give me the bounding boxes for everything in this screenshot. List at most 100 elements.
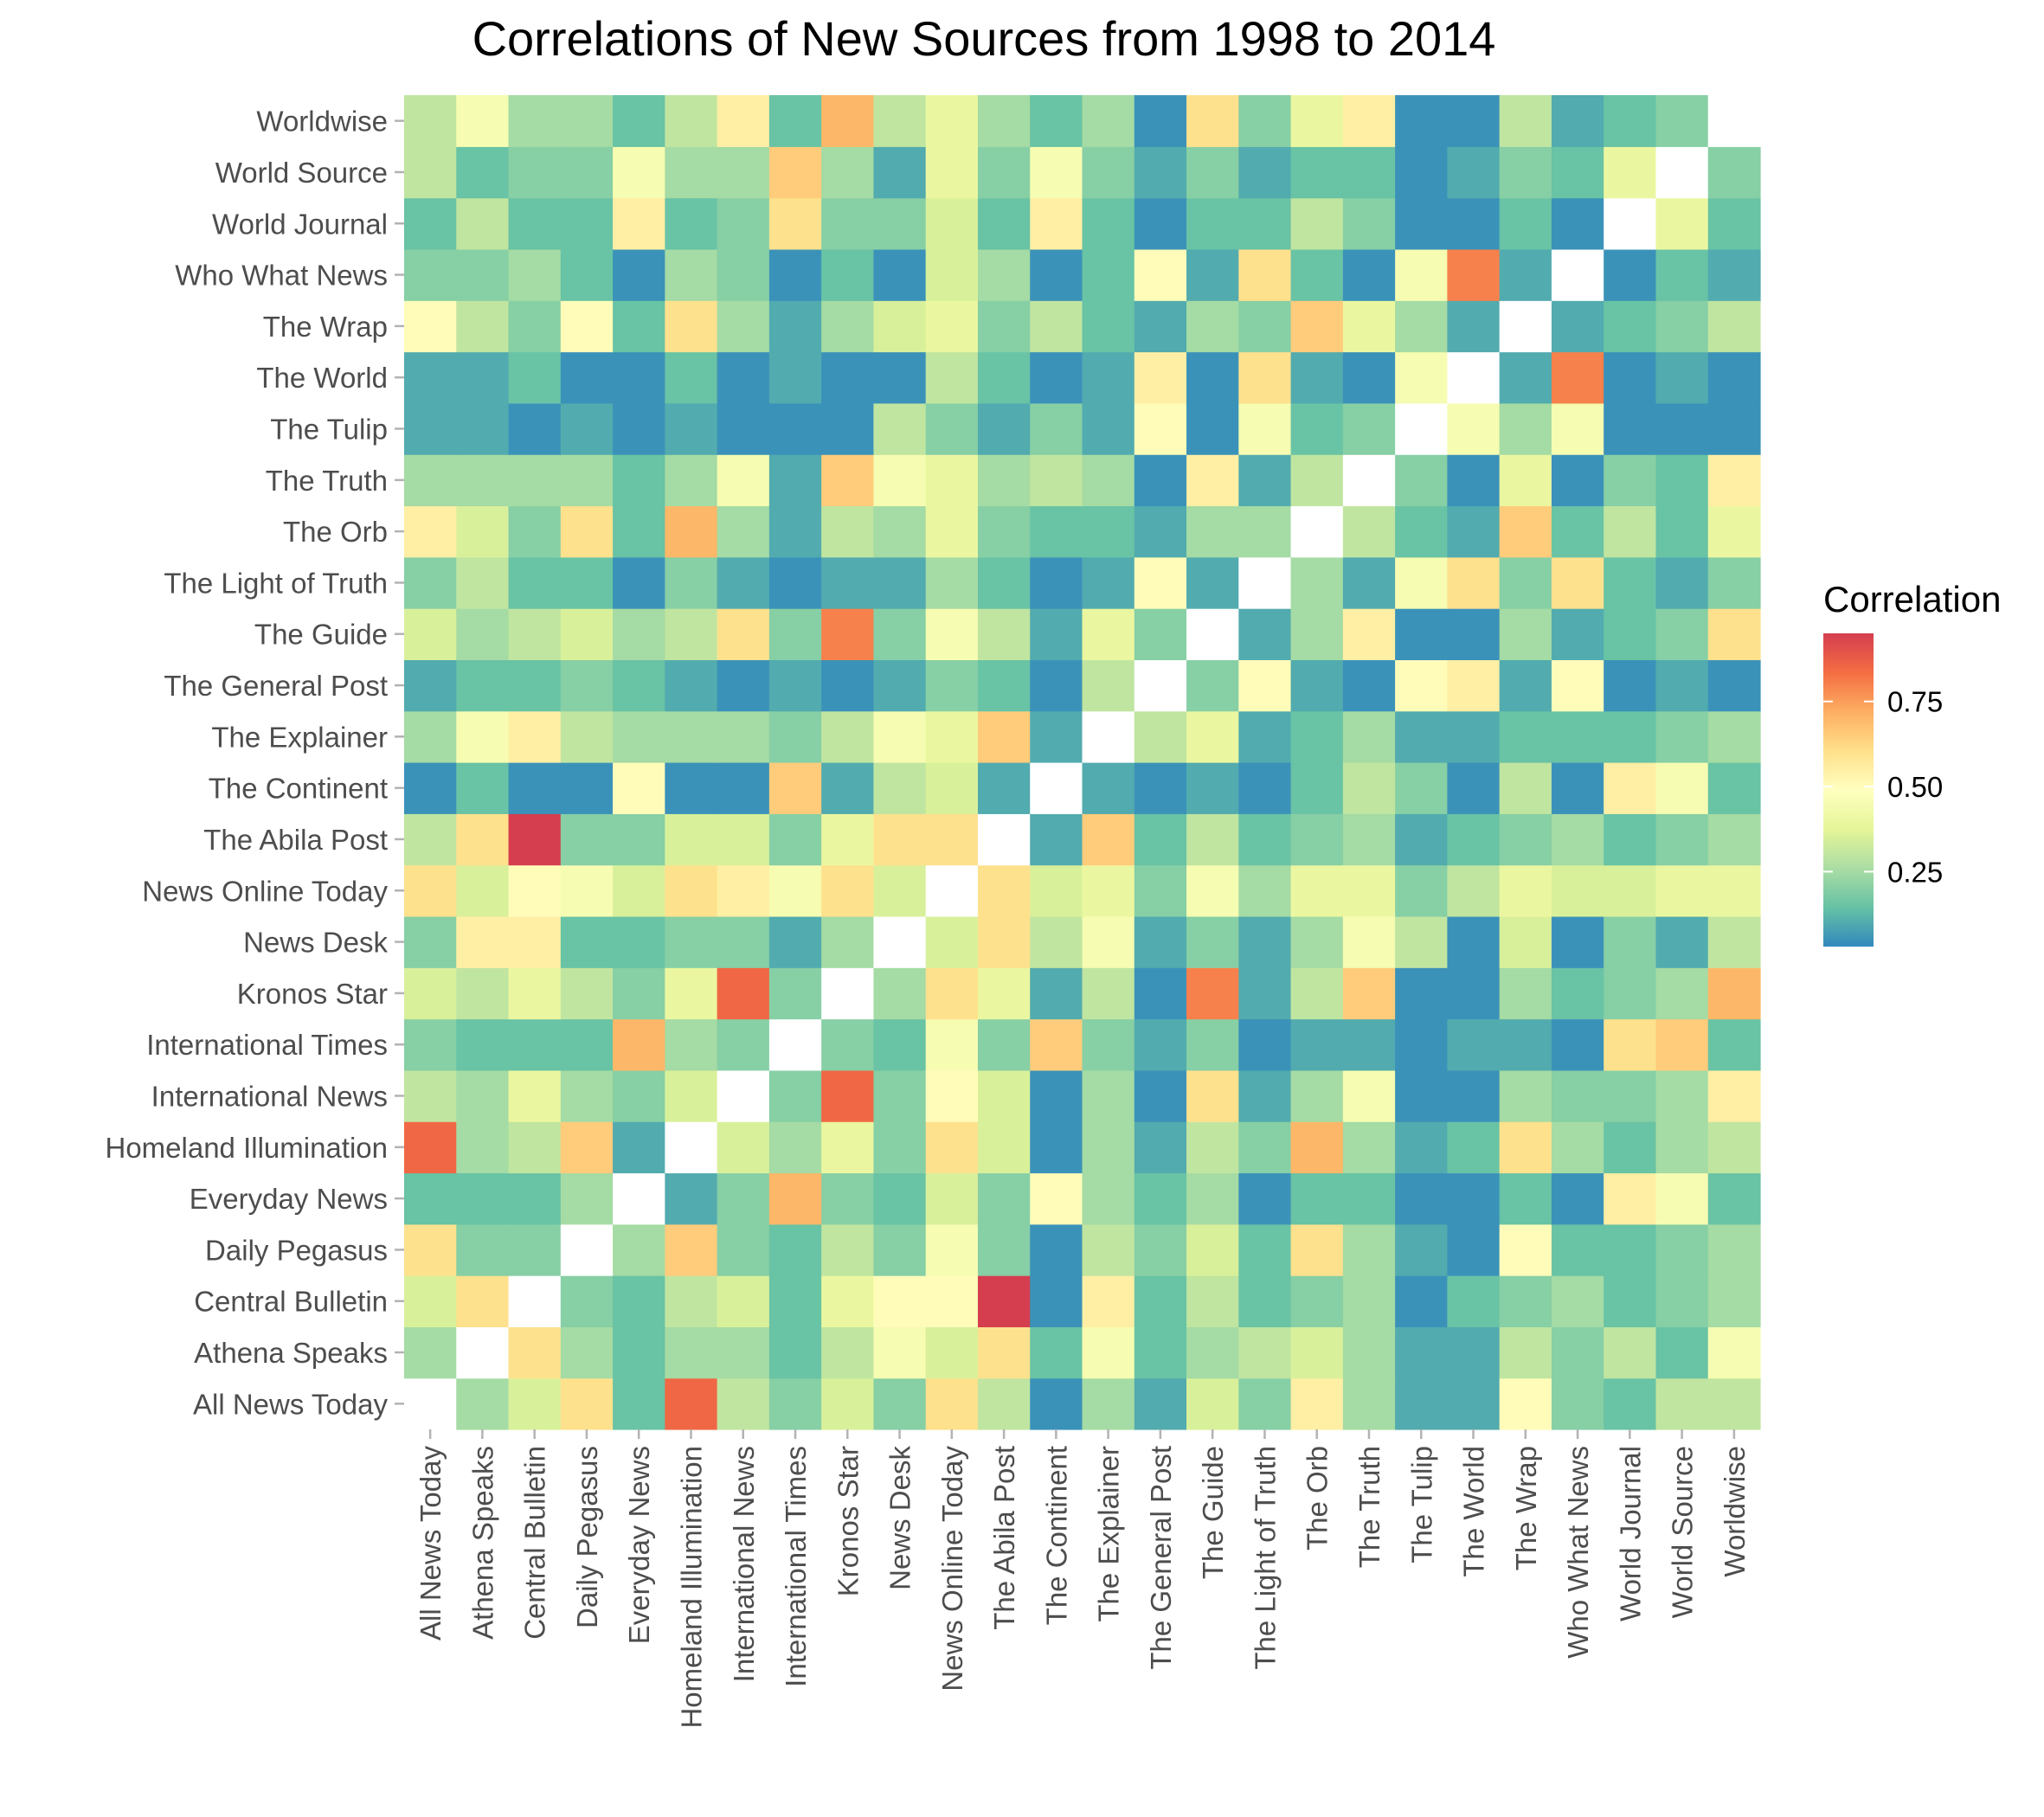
heatmap-cell — [1499, 1223, 1552, 1276]
heatmap-cell — [404, 146, 457, 199]
heatmap-cell — [1290, 1275, 1344, 1327]
heatmap-cell — [1499, 1121, 1552, 1174]
heatmap-cell — [404, 864, 457, 917]
heatmap-cell — [665, 300, 718, 353]
heatmap-cell — [768, 351, 822, 404]
heatmap-cell — [1551, 402, 1604, 455]
heatmap-cell — [613, 1069, 665, 1122]
heatmap-cell — [1655, 915, 1709, 968]
heatmap-cell — [508, 351, 562, 404]
heatmap-cell — [560, 813, 614, 866]
heatmap-cell — [1238, 146, 1292, 199]
heatmap-cell — [1707, 454, 1761, 507]
heatmap-cell — [1238, 556, 1292, 609]
heatmap-cell — [1499, 967, 1552, 1020]
x-tick-label: World Source — [1667, 1446, 1699, 1618]
heatmap-cell — [873, 915, 927, 968]
heatmap-cell — [1447, 659, 1501, 712]
y-tick-label: All News Today — [193, 1388, 388, 1420]
heatmap-cell — [508, 1069, 562, 1122]
heatmap-cell — [613, 197, 665, 250]
heatmap-cell — [821, 1377, 875, 1430]
y-tick-label: The World — [256, 362, 388, 394]
heatmap-cell — [1186, 608, 1239, 660]
heatmap-cell — [717, 248, 770, 301]
heatmap-cell — [1134, 454, 1187, 507]
heatmap-cell — [717, 1377, 770, 1430]
heatmap-cell — [1238, 1018, 1292, 1071]
heatmap-cell — [1551, 608, 1604, 660]
heatmap-cell — [821, 351, 875, 404]
heatmap-cell — [1290, 1018, 1344, 1071]
heatmap-cell — [1499, 659, 1552, 712]
heatmap-cell — [404, 967, 457, 1020]
heatmap-cell — [1655, 1172, 1709, 1225]
heatmap-cell — [873, 402, 927, 455]
heatmap-cell — [821, 1326, 875, 1379]
heatmap-cell — [560, 915, 614, 968]
heatmap-cell — [560, 1069, 614, 1122]
heatmap-cell — [665, 556, 718, 609]
heatmap-cell — [1499, 1326, 1552, 1379]
heatmap-cell — [1238, 967, 1292, 1020]
x-tick-label: News Desk — [884, 1446, 916, 1590]
heatmap-cell — [560, 248, 614, 301]
heatmap-cell — [925, 1069, 979, 1122]
heatmap-cell — [1238, 659, 1292, 712]
heatmap-cell — [977, 248, 1031, 301]
heatmap-cell — [1082, 146, 1135, 199]
heatmap-cell — [717, 146, 770, 199]
heatmap-cell — [1447, 146, 1501, 199]
heatmap-cell — [925, 556, 979, 609]
heatmap-cell — [665, 967, 718, 1020]
heatmap-cell — [1238, 915, 1292, 968]
heatmap-cell — [1604, 146, 1657, 199]
heatmap-cell — [821, 146, 875, 199]
heatmap-cell — [717, 1121, 770, 1174]
heatmap-cell — [1499, 248, 1552, 301]
heatmap-cell — [1604, 505, 1657, 558]
heatmap-cell — [1186, 1275, 1239, 1327]
legend-tick-label: 0.25 — [1887, 856, 1943, 888]
heatmap-cell — [821, 248, 875, 301]
heatmap-cell — [1134, 146, 1187, 199]
heatmap-cell — [1342, 351, 1396, 404]
heatmap-cell — [1395, 813, 1448, 866]
y-tick-label: Worldwise — [256, 106, 388, 138]
heatmap-cell — [1342, 1069, 1396, 1122]
heatmap-cell — [1447, 95, 1501, 147]
heatmap-cell — [613, 556, 665, 609]
heatmap-cell — [456, 864, 510, 917]
x-tick-label: The Wrap — [1510, 1446, 1542, 1570]
heatmap-cell — [1604, 659, 1657, 712]
heatmap-cell — [821, 967, 875, 1020]
heatmap-cell — [925, 146, 979, 199]
heatmap-cell — [1499, 864, 1552, 917]
heatmap-cell — [1082, 300, 1135, 353]
heatmap-cell — [1290, 1377, 1344, 1430]
heatmap-cell — [1707, 710, 1761, 763]
heatmap-cell — [1499, 1377, 1552, 1430]
heatmap-cell — [560, 146, 614, 199]
heatmap-cell — [560, 454, 614, 507]
heatmap-cell — [768, 402, 822, 455]
x-tick-label: The Light of Truth — [1249, 1446, 1281, 1670]
heatmap-cell — [1134, 197, 1187, 250]
heatmap-cell — [1447, 1275, 1501, 1327]
heatmap-cell — [1186, 1326, 1239, 1379]
heatmap-cell — [768, 659, 822, 712]
heatmap-cell — [560, 1172, 614, 1225]
heatmap-cell — [1499, 300, 1552, 353]
heatmap-cell — [873, 556, 927, 609]
heatmap-cell — [1707, 1377, 1761, 1430]
heatmap-cell — [821, 608, 875, 660]
x-tick-label: The World — [1458, 1446, 1490, 1577]
heatmap-cell — [456, 351, 510, 404]
heatmap-cell — [1082, 1275, 1135, 1327]
heatmap-cell — [1082, 402, 1135, 455]
heatmap-cell — [456, 1275, 510, 1327]
heatmap-cell — [821, 659, 875, 712]
heatmap-cell — [1290, 197, 1344, 250]
heatmap-cell — [665, 1018, 718, 1071]
heatmap-cell — [508, 659, 562, 712]
